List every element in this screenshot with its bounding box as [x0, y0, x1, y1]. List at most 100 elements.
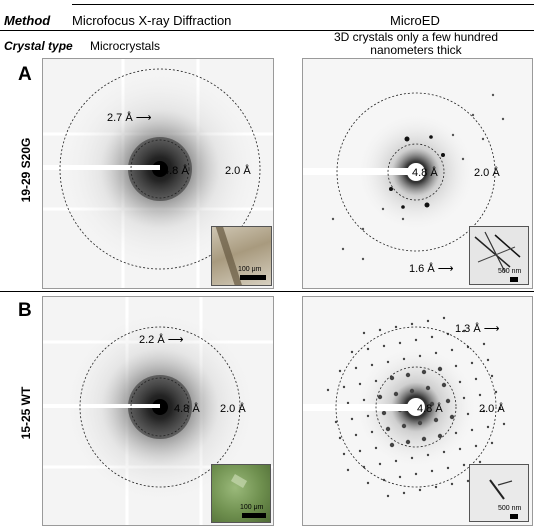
diffraction-spot: [389, 442, 395, 448]
xrd-a-outer-resolution: 2.7 Å ⟶: [107, 111, 152, 124]
arrow-right-icon: ⟶: [135, 112, 152, 124]
row-divider: [0, 291, 534, 292]
xrd-column-header: Microfocus X-ray Diffraction: [72, 13, 232, 28]
xrd-pattern-b-graphic: [43, 297, 273, 525]
diffraction-spot: [362, 331, 366, 335]
microed-pattern-b: 1.3 Å ⟶ 4.8 Å 2.0 Å 500 nm: [302, 296, 533, 526]
row-label-a: 19-29 S20G: [19, 137, 33, 203]
diffraction-spot: [486, 358, 490, 362]
microed-a-outer-resolution: 1.6 Å ⟶: [409, 262, 454, 275]
diffraction-spot: [342, 385, 346, 389]
diffraction-spot: [402, 491, 406, 495]
diffraction-spot: [434, 351, 438, 355]
diffraction-spot: [405, 439, 411, 445]
diffraction-spot: [385, 426, 391, 432]
diffraction-spot: [334, 420, 338, 424]
diffraction-spot: [338, 436, 342, 440]
diffraction-spot: [462, 396, 466, 400]
panel-letter-a: A: [18, 64, 32, 85]
diffraction-spot: [449, 414, 455, 420]
header-top-rule: [72, 4, 534, 5]
diffraction-spot: [354, 366, 358, 370]
diffraction-spot: [442, 450, 446, 454]
method-header: Method: [4, 13, 51, 28]
microed-a-mid-resolution: 2.0 Å: [474, 167, 500, 179]
diffraction-spot: [478, 393, 482, 397]
diffraction-spot: [374, 446, 378, 450]
microed-pattern-b-graphic: [303, 316, 506, 498]
diffraction-spot: [338, 369, 342, 373]
diffraction-spot: [350, 350, 354, 354]
diffraction-spot: [425, 385, 431, 391]
diffraction-spot: [358, 449, 362, 453]
diffraction-spot: [434, 485, 438, 489]
xrd-a-scale-label: 100 μm: [238, 266, 262, 273]
diffraction-spot: [474, 377, 478, 381]
diffraction-spot: [386, 494, 390, 498]
diffraction-spot: [470, 361, 474, 365]
diffraction-spot: [498, 406, 502, 410]
diffraction-spot: [405, 372, 411, 378]
diffraction-spot: [377, 394, 383, 400]
arrow-right-icon: ⟶: [167, 334, 184, 346]
xrd-b-outer-resolution-text: 2.2 Å: [139, 334, 165, 346]
diffraction-spot: [437, 366, 443, 372]
diffraction-spot: [490, 441, 494, 445]
diffraction-spot: [462, 329, 466, 333]
diffraction-spot: [354, 433, 358, 437]
diffraction-spot: [458, 447, 462, 451]
xrd-a-inner-resolution: 4.8 Å: [163, 165, 189, 177]
diffraction-spot: [370, 430, 374, 434]
diffraction-spot: [378, 328, 382, 332]
diffraction-spot: [409, 388, 415, 394]
microed-b-scale-bar: [510, 514, 518, 519]
xrd-crystal-type: Microcrystals: [90, 39, 161, 53]
crystal-type-header: Crystal type: [4, 39, 73, 53]
xrd-a-mid-resolution: 2.0 Å: [225, 165, 251, 177]
microed-a-crystal-inset: 500 nm: [469, 226, 529, 285]
diffraction-spot: [350, 417, 354, 421]
diffraction-spot: [414, 338, 418, 342]
diffraction-spot: [433, 417, 439, 423]
row-label-b: 15-25 WT: [19, 386, 33, 440]
diffraction-spot: [441, 382, 447, 388]
diffraction-spot: [494, 390, 498, 394]
xrd-pattern-b: 2.2 Å ⟶ 4.8 Å 2.0 Å 100 μm: [42, 296, 274, 526]
diffraction-spot: [445, 398, 451, 404]
diffraction-spot: [394, 325, 398, 329]
microed-b-crystal-inset: 500 nm: [469, 464, 529, 522]
diffraction-spot: [346, 401, 350, 405]
microed-b-inner-resolution: 4.8 Å: [417, 403, 443, 415]
microed-b-lattice: [326, 316, 506, 498]
arrow-right-icon: ⟶: [437, 263, 454, 275]
xrd-a-outer-resolution-text: 2.7 Å: [107, 112, 133, 124]
microed-b-scale-label: 500 nm: [498, 505, 522, 512]
diffraction-spot: [401, 423, 407, 429]
diffraction-spot: [381, 410, 387, 416]
microed-crystal-type-line1: 3D crystals only a few hundred: [333, 30, 499, 44]
diffraction-spot: [421, 369, 427, 375]
diffraction-spot: [342, 452, 346, 456]
microed-b-outer-resolution: 1.3 Å ⟶: [455, 322, 500, 335]
diffraction-spot: [454, 364, 458, 368]
microed-crystal-type-line2: nanometers thick: [370, 43, 462, 57]
diffraction-spot: [410, 456, 414, 460]
diffraction-spot: [366, 481, 370, 485]
diffraction-spot: [362, 465, 366, 469]
diffraction-spot: [393, 391, 399, 397]
microed-column-header: MicroED: [390, 13, 440, 28]
diffraction-spot: [450, 482, 454, 486]
diffraction-spot: [378, 462, 382, 466]
microed-b-crystal-needles: [489, 479, 513, 500]
xrd-b-scale-bar: [242, 513, 266, 518]
xrd-b-scale-label: 100 μm: [240, 504, 264, 511]
diffraction-spot: [470, 428, 474, 432]
microed-a-inner-resolution: 4.8 Å: [412, 167, 438, 179]
diffraction-spot: [426, 319, 430, 323]
diffraction-spot: [410, 322, 414, 326]
xrd-pattern-a: 2.7 Å ⟶ 4.8 Å 2.0 Å 100 μm: [42, 58, 274, 289]
diffraction-spot: [458, 380, 462, 384]
diffraction-spot: [382, 344, 386, 348]
microed-pattern-a-graphic: [303, 92, 505, 261]
panel-letter-b: B: [18, 300, 32, 321]
